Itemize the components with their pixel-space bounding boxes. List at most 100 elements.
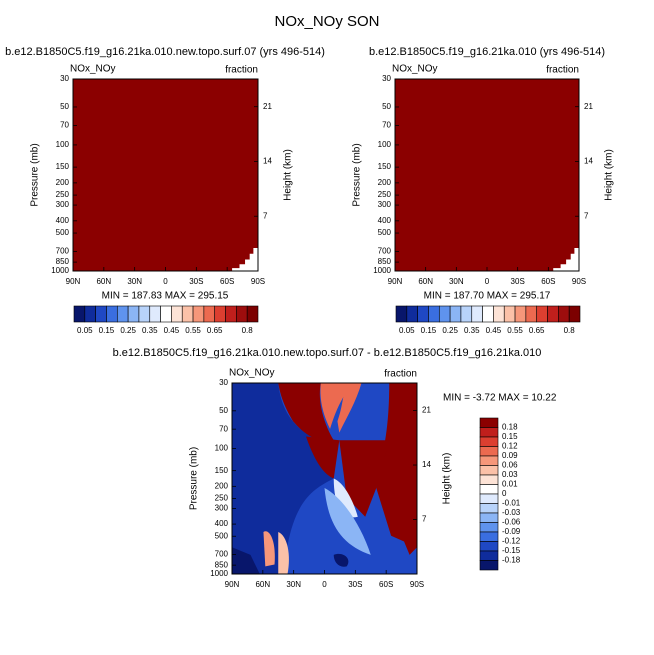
y-tick-label: 500 bbox=[215, 531, 229, 540]
y-tick-label: 50 bbox=[219, 406, 228, 415]
colorbar-label: 0.06 bbox=[502, 461, 518, 470]
colorbar-box bbox=[127, 305, 140, 323]
contour-region bbox=[553, 247, 579, 271]
colorbar-label: -0.12 bbox=[502, 537, 521, 546]
stats-label: MIN = 187.70 MAX = 295.17 bbox=[424, 291, 551, 302]
y-axis-label: Pressure (mb) bbox=[30, 143, 41, 206]
colorbar-box bbox=[406, 305, 418, 323]
field-background bbox=[395, 79, 579, 271]
y-tick-label: 50 bbox=[60, 102, 69, 111]
contour-region bbox=[306, 436, 340, 479]
colorbar-box bbox=[493, 305, 505, 323]
x-tick-label: 90N bbox=[388, 277, 403, 286]
colorbar-box bbox=[116, 305, 129, 323]
colorbar-label: 0.09 bbox=[502, 451, 518, 460]
y-tick-label: 400 bbox=[215, 519, 229, 528]
colorbar-label: 0.03 bbox=[502, 470, 518, 479]
contour-region bbox=[263, 531, 275, 567]
panel-title: b.e12.B1850C5.f19_g16.21ka.010.new.topo.… bbox=[113, 347, 542, 359]
colorbar-label: 0.15 bbox=[421, 326, 437, 335]
x-tick-label: 60S bbox=[220, 277, 234, 286]
x-tick-label: 90S bbox=[251, 277, 265, 286]
colorbar-box bbox=[479, 550, 499, 561]
colorbar-box bbox=[536, 305, 548, 323]
y-axis-label: Pressure (mb) bbox=[189, 447, 200, 510]
colorbar-label: -0.03 bbox=[502, 508, 521, 517]
colorbar-box bbox=[471, 305, 483, 323]
colorbar-box bbox=[192, 305, 205, 323]
colorbar-box bbox=[138, 305, 151, 323]
contour-region bbox=[278, 383, 334, 442]
y-tick-label: 100 bbox=[378, 140, 392, 149]
y-tick-label: 150 bbox=[56, 162, 70, 171]
y-tick-label: 250 bbox=[215, 494, 229, 503]
colorbar-box bbox=[95, 305, 107, 323]
x-tick-label: 90S bbox=[572, 277, 586, 286]
y2-tick-label: 14 bbox=[263, 157, 272, 166]
colorbar-box bbox=[84, 305, 96, 323]
y-tick-label: 400 bbox=[378, 216, 392, 225]
colorbar-label: -0.01 bbox=[502, 499, 521, 508]
colorbar-box bbox=[428, 305, 440, 323]
colorbar-box bbox=[525, 305, 538, 323]
contour-field bbox=[73, 79, 258, 271]
contour-field bbox=[395, 79, 579, 271]
x-tick-label: 60S bbox=[379, 580, 393, 589]
x-tick-label: 60S bbox=[541, 277, 555, 286]
colorbar-box bbox=[479, 560, 499, 571]
colorbar-box bbox=[106, 305, 118, 323]
colorbar-box bbox=[417, 305, 429, 323]
y-tick-label: 250 bbox=[56, 190, 70, 199]
colorbar-label: 0.35 bbox=[142, 326, 158, 335]
x-tick-label: 90N bbox=[66, 277, 81, 286]
contour-region bbox=[324, 488, 371, 555]
y2-axis-label: Height (km) bbox=[604, 149, 615, 201]
y2-tick-label: 14 bbox=[584, 157, 593, 166]
y-tick-label: 700 bbox=[215, 550, 229, 559]
colorbar-box bbox=[214, 305, 226, 323]
colorbar-label: 0 bbox=[502, 489, 507, 498]
colorbar-box bbox=[225, 305, 237, 323]
colorbar-box bbox=[203, 305, 216, 323]
y-tick-label: 850 bbox=[215, 560, 229, 569]
y-tick-label: 700 bbox=[56, 247, 70, 256]
x-tick-label: 30S bbox=[511, 277, 525, 286]
right-label: fraction bbox=[384, 369, 417, 380]
x-tick-label: 0 bbox=[485, 277, 490, 286]
left-label: NOx_NOy bbox=[229, 368, 275, 379]
colorbar-box bbox=[479, 446, 499, 457]
panel-title: b.e12.B1850C5.f19_g16.21ka.010 (yrs 496-… bbox=[369, 46, 605, 58]
contour-region bbox=[232, 547, 260, 574]
colorbar-box bbox=[479, 531, 499, 542]
colorbar-box bbox=[479, 503, 499, 514]
left-label: NOx_NOy bbox=[392, 64, 438, 75]
y-tick-label: 300 bbox=[215, 504, 229, 513]
y-axis-label: Pressure (mb) bbox=[352, 143, 363, 206]
colorbar-box bbox=[479, 436, 499, 447]
colorbar-box bbox=[479, 427, 499, 438]
right-label: fraction bbox=[546, 65, 579, 76]
y-tick-label: 200 bbox=[215, 481, 229, 490]
colorbar-label: 0.65 bbox=[529, 326, 545, 335]
colorbar-label: -0.18 bbox=[502, 556, 521, 565]
contour-region bbox=[278, 531, 289, 574]
colorbar-label: 0.45 bbox=[164, 326, 180, 335]
y-tick-label: 70 bbox=[60, 121, 69, 130]
colorbar-box bbox=[479, 493, 499, 504]
y-tick-label: 300 bbox=[378, 200, 392, 209]
x-tick-label: 30S bbox=[348, 580, 362, 589]
y2-axis-label: Height (km) bbox=[442, 453, 453, 505]
y2-tick-label: 21 bbox=[422, 406, 431, 415]
colorbar-box bbox=[479, 474, 499, 485]
contour-region bbox=[339, 440, 390, 517]
y-tick-label: 150 bbox=[215, 466, 229, 475]
x-tick-label: 30N bbox=[286, 580, 301, 589]
right-label: fraction bbox=[225, 65, 258, 76]
colorbar-box bbox=[160, 305, 172, 323]
x-tick-label: 90N bbox=[225, 580, 240, 589]
colorbar-box bbox=[479, 541, 499, 552]
colorbar-box bbox=[568, 305, 581, 323]
x-tick-label: 90S bbox=[410, 580, 424, 589]
colorbar-box bbox=[149, 305, 161, 323]
y-tick-label: 1000 bbox=[373, 266, 391, 275]
